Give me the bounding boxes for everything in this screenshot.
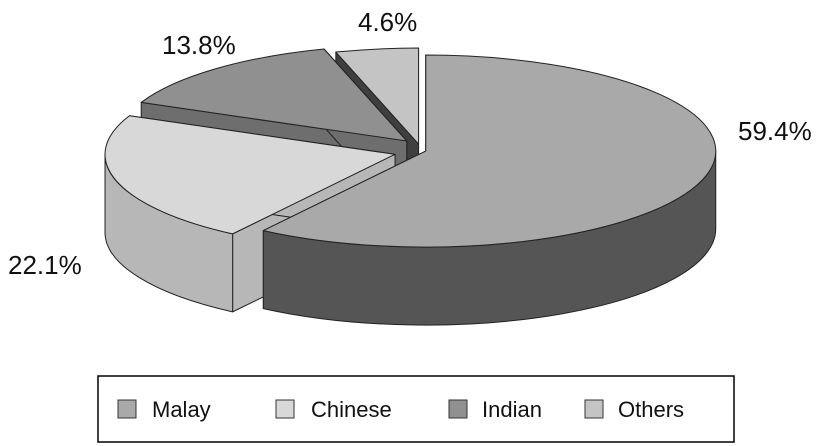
legend-swatch-others — [584, 399, 604, 419]
label-others-pct: 4.6% — [358, 7, 417, 37]
label-malay-pct: 59.4% — [738, 116, 812, 146]
label-indian-pct: 13.8% — [162, 30, 236, 60]
slice-indian — [140, 48, 408, 142]
legend-swatch-chinese — [275, 399, 295, 419]
legend-label-indian: Indian — [482, 397, 542, 422]
slice-labels: 59.4% 22.1% 13.8% 4.6% — [8, 7, 812, 280]
legend: Malay Chinese Indian Others — [97, 375, 735, 443]
legend-label-others: Others — [618, 397, 684, 422]
slice-chinese — [104, 115, 396, 235]
slice-malay — [262, 54, 717, 248]
pie-slices — [104, 47, 717, 326]
legend-label-malay: Malay — [152, 397, 211, 422]
label-chinese-pct: 22.1% — [8, 250, 82, 280]
legend-swatch-malay — [117, 399, 137, 419]
legend-label-chinese: Chinese — [311, 397, 392, 422]
slice-others — [335, 47, 420, 145]
legend-swatch-indian — [448, 399, 468, 419]
legend-box — [97, 375, 735, 443]
